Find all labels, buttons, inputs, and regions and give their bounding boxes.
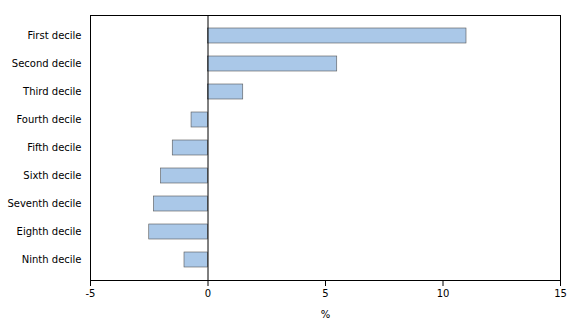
svg-text:First decile: First decile xyxy=(28,30,82,41)
svg-text:5: 5 xyxy=(322,288,328,299)
svg-text:-5: -5 xyxy=(86,288,96,299)
svg-text:0: 0 xyxy=(205,288,211,299)
svg-text:Fifth decile: Fifth decile xyxy=(27,142,81,153)
svg-text:Seventh decile: Seventh decile xyxy=(7,198,81,209)
svg-text:10: 10 xyxy=(437,288,450,299)
svg-text:15: 15 xyxy=(554,288,567,299)
svg-text:Third decile: Third decile xyxy=(22,86,81,97)
svg-text:Sixth decile: Sixth decile xyxy=(23,170,81,181)
svg-text:Fourth decile: Fourth decile xyxy=(16,114,81,125)
svg-text:Ninth decile: Ninth decile xyxy=(22,254,82,265)
svg-text:Second decile: Second decile xyxy=(12,58,82,69)
svg-text:Eighth decile: Eighth decile xyxy=(17,226,82,237)
svg-text:%: % xyxy=(321,309,331,320)
